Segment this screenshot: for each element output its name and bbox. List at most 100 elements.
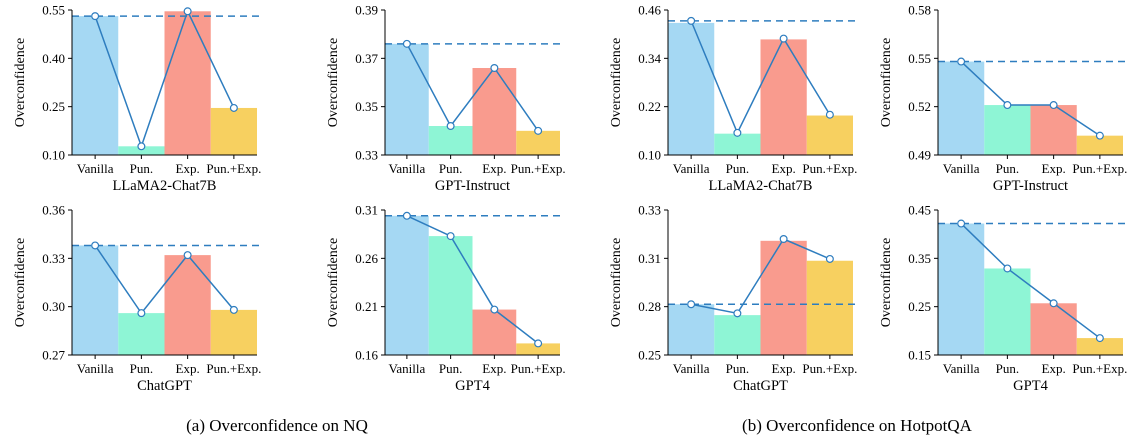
y-axis-label: Overconfidence	[609, 238, 624, 327]
series-point	[91, 241, 100, 250]
x-tick-label: Pun.+Exp.	[206, 361, 261, 376]
y-tick-label: 0.26	[355, 251, 378, 266]
y-axis-label: Overconfidence	[326, 238, 341, 327]
bar-pun-	[714, 133, 761, 155]
y-tick-label: 0.27	[42, 348, 65, 363]
bar-pun-	[984, 268, 1031, 355]
y-axis-label: Overconfidence	[13, 238, 28, 327]
x-axis-title: GPT4	[1013, 378, 1048, 394]
x-tick-label: Exp.	[1042, 161, 1066, 176]
y-tick-label: 0.21	[355, 299, 378, 314]
series-point	[534, 339, 543, 348]
series-point	[534, 126, 543, 135]
x-tick-label: Vanilla	[77, 161, 114, 176]
series-point	[825, 254, 834, 263]
x-tick-label: Exp.	[772, 161, 796, 176]
bar-vanilla	[385, 43, 429, 156]
bar-pun-	[428, 126, 473, 155]
y-tick-label: 0.36	[42, 203, 65, 218]
x-tick-label: Exp.	[772, 361, 796, 376]
bar-exp-	[760, 240, 807, 355]
y-tick-label: 0.40	[42, 51, 65, 66]
x-tick-label: Pun.	[130, 361, 153, 376]
series-point	[957, 219, 966, 228]
bar-pun-exp-	[1076, 338, 1123, 355]
x-tick-label: Pun.	[130, 161, 153, 176]
bar-exp-	[164, 11, 211, 155]
x-tick-label: Pun.	[726, 361, 749, 376]
caption-a: (a) Overconfidence on NQ	[186, 416, 368, 435]
bar-pun-	[984, 105, 1031, 155]
x-tick-label: Vanilla	[77, 361, 114, 376]
y-axis-label: Overconfidence	[609, 38, 624, 127]
y-tick-label: 0.30	[42, 299, 65, 314]
panel-8: 0.15 0.25 0.35 0.45 Vanilla Pun. Exp. Pun.+Exp.…	[879, 203, 1128, 394]
x-tick-label: Pun.+Exp.	[206, 161, 261, 176]
x-tick-label: Exp.	[482, 161, 506, 176]
panel-6: 0.49 0.52 0.55 0.58 Vanilla Pun. Exp. Pun.+Exp.…	[879, 3, 1128, 194]
bar-vanilla	[668, 304, 715, 355]
bar-pun-exp-	[516, 130, 560, 155]
series-point	[779, 235, 788, 244]
bar-vanilla	[938, 223, 985, 355]
y-tick-label: 0.39	[355, 3, 378, 18]
y-tick-label: 0.55	[42, 3, 65, 18]
x-axis-title: GPT4	[455, 378, 490, 394]
y-axis-label: Overconfidence	[326, 38, 341, 127]
x-tick-label: Pun.	[726, 161, 749, 176]
series-line	[406, 215, 539, 344]
bar-pun-	[428, 236, 473, 355]
y-tick-label: 0.10	[42, 148, 65, 163]
x-axis-title: LLaMA2-Chat7B	[113, 178, 217, 194]
bar-exp-	[164, 255, 211, 355]
x-tick-label: Vanilla	[943, 361, 980, 376]
series-point	[1095, 334, 1104, 343]
x-tick-label: Exp.	[176, 161, 200, 176]
y-tick-label: 0.35	[908, 251, 931, 266]
series-line	[406, 43, 539, 132]
y-tick-label: 0.58	[908, 3, 931, 18]
x-tick-label: Pun.+Exp.	[511, 161, 566, 176]
y-tick-label: 0.25	[638, 348, 661, 363]
series-point	[1049, 101, 1058, 110]
series-line	[960, 61, 1101, 137]
series-line	[690, 238, 831, 315]
x-tick-label: Pun.	[996, 161, 1019, 176]
bar-vanilla	[72, 245, 119, 355]
bar-exp-	[1030, 303, 1077, 355]
series-point	[779, 34, 788, 43]
y-tick-label: 0.33	[42, 251, 65, 266]
y-tick-label: 0.15	[908, 348, 931, 363]
x-tick-label: Pun.+Exp.	[511, 361, 566, 376]
x-tick-label: Pun.+Exp.	[1072, 361, 1127, 376]
bar-pun-exp-	[806, 115, 853, 155]
x-tick-label: Exp.	[176, 361, 200, 376]
series-point	[825, 110, 834, 119]
y-tick-label: 0.33	[355, 148, 378, 163]
y-tick-label: 0.52	[908, 99, 931, 114]
bar-exp-	[472, 68, 517, 155]
y-tick-label: 0.16	[355, 348, 378, 363]
x-axis-title: GPT-Instruct	[993, 178, 1068, 194]
x-axis-title: GPT-Instruct	[435, 178, 510, 194]
y-tick-label: 0.31	[355, 203, 378, 218]
x-tick-label: Vanilla	[943, 161, 980, 176]
x-tick-label: Vanilla	[673, 161, 710, 176]
series-point	[1003, 101, 1012, 110]
series-point	[402, 211, 411, 220]
series-point	[687, 300, 696, 309]
series-point	[687, 16, 696, 25]
panel-3: 0.27 0.30 0.33 0.36 Vanilla Pun. Exp. Pun.+Exp.…	[13, 203, 262, 394]
y-axis-label: Overconfidence	[879, 38, 894, 127]
series-point	[137, 142, 146, 151]
series-point	[1049, 299, 1058, 308]
x-tick-label: Pun.+Exp.	[802, 361, 857, 376]
panel-5: 0.10 0.22 0.34 0.46 Vanilla Pun. Exp. Pun.+Exp.…	[609, 3, 858, 194]
panel-7: 0.25 0.28 0.31 0.33 Vanilla Pun. Exp. Pun.+Exp.…	[609, 203, 858, 394]
bar-pun-exp-	[516, 343, 560, 355]
y-tick-label: 0.31	[638, 251, 661, 266]
y-tick-label: 0.10	[638, 148, 661, 163]
bar-vanilla	[385, 215, 429, 355]
y-tick-label: 0.22	[638, 99, 661, 114]
